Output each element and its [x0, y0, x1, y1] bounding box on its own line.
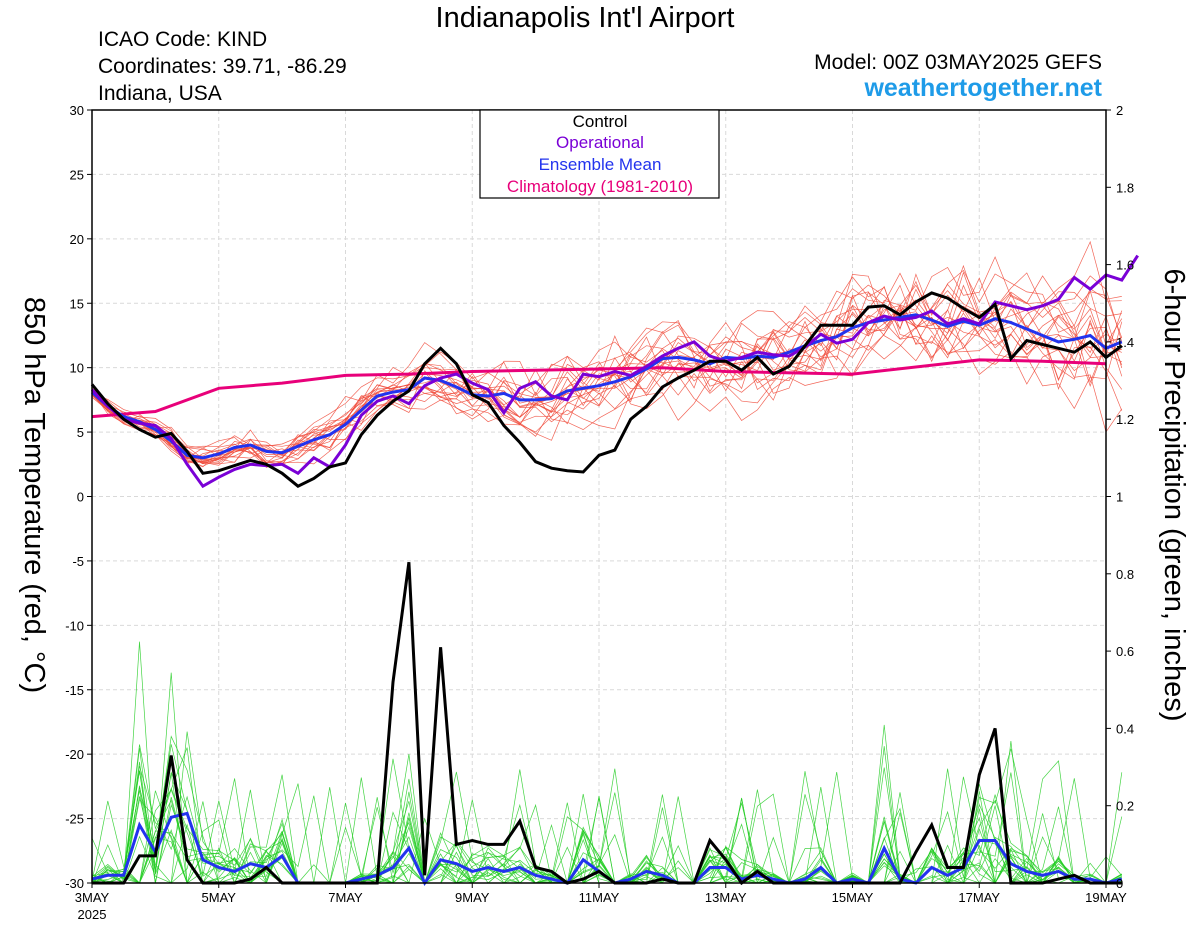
precip-member-line [91, 789, 1122, 884]
legend-control: Control [573, 112, 628, 131]
y-left-tick-label: 10 [70, 361, 84, 376]
y-left-label: 850 hPa Temperature (red, °C) [18, 297, 50, 693]
coordinates: Coordinates: 39.71, -86.29 [98, 55, 347, 78]
y-right-tick-label: 0.8 [1116, 567, 1134, 582]
temp-member-line [91, 284, 1122, 464]
y-left-tick-label: -10 [65, 618, 84, 633]
y-left-tick-label: 0 [77, 490, 84, 505]
y-right-tick-label: 0.6 [1116, 644, 1134, 659]
legend-operational: Operational [556, 133, 644, 152]
temp-control-line [90, 291, 1123, 488]
axes: 302520151050-5-10-15-20-25-3021.81.61.41… [65, 103, 1134, 905]
y-right-tick-label: 1.4 [1116, 335, 1134, 350]
x-tick-label: 19MAY [1085, 890, 1127, 905]
climatology-line [91, 358, 1107, 419]
precip-member-line [91, 672, 1122, 885]
temp-members [91, 240, 1123, 468]
legend: Control Operational Ensemble Mean Climat… [479, 109, 720, 199]
y-left-tick-label: 25 [70, 167, 84, 182]
y-right-label: 6-hour Precipitation (green, inches) [1158, 269, 1190, 722]
model-run: Model: 00Z 03MAY2025 GEFS [814, 51, 1102, 74]
x-tick-label: 9MAY [455, 890, 490, 905]
legend-box [479, 109, 720, 199]
precip-member-line [91, 792, 1122, 884]
y-left-tick-label: 15 [70, 296, 84, 311]
x-tick-label: 5MAY [202, 890, 237, 905]
main-series [90, 254, 1139, 887]
y-left-tick-label: -15 [65, 683, 84, 698]
precip-member-line [91, 760, 1122, 885]
x-tick-label: 11MAY [579, 890, 620, 905]
y-right-tick-label: 1 [1116, 490, 1123, 505]
x-tick-label: 15MAY [832, 890, 874, 905]
y-left-tick-label: -5 [72, 554, 84, 569]
y-right-tick-label: 0 [1116, 876, 1123, 891]
site-link[interactable]: weathertogether.net [864, 74, 1102, 102]
y-right-tick-label: 0.2 [1116, 799, 1134, 814]
precip-member-line [91, 789, 1122, 884]
y-left-tick-label: -30 [65, 876, 84, 891]
temp-member-line [91, 275, 1122, 457]
y-left-tick-label: -20 [65, 747, 84, 762]
legend-climatology: Climatology (1981-2010) [507, 177, 693, 196]
legend-ensemble-mean: Ensemble Mean [539, 155, 662, 174]
y-right-tick-label: 2 [1116, 103, 1123, 118]
x-tick-label: 3MAY [75, 890, 110, 905]
y-right-tick-label: 1.2 [1116, 412, 1134, 427]
y-left-tick-label: 20 [70, 232, 84, 247]
temp-member-line [91, 240, 1122, 459]
y-left-tick-label: 30 [70, 103, 84, 118]
precip-control-line [92, 562, 1122, 886]
temp-member-line [91, 264, 1122, 467]
temp-ensemble-mean-line [90, 313, 1123, 460]
y-left-tick-label: 5 [77, 425, 84, 440]
x-year-label: 2025 [78, 907, 107, 922]
temp-member-line [91, 271, 1123, 464]
x-tick-label: 13MAY [705, 890, 747, 905]
icao-code: ICAO Code: KIND [98, 28, 268, 51]
y-right-tick-label: 1.6 [1116, 258, 1134, 273]
precip-member-line [91, 641, 1122, 885]
x-tick-label: 17MAY [958, 890, 1000, 905]
region: Indiana, USA [98, 82, 222, 105]
y-right-tick-label: 0.4 [1116, 721, 1134, 736]
gridlines [92, 109, 1106, 884]
temp-member-line [91, 305, 1123, 465]
temp-member-line [91, 288, 1123, 454]
y-left-tick-label: -25 [65, 812, 84, 827]
precip-member-line [91, 771, 1122, 885]
x-tick-label: 7MAY [328, 890, 363, 905]
temp-member-line [91, 277, 1123, 454]
page-title: Indianapolis Int'l Airport [435, 2, 735, 34]
y-right-tick-label: 1.8 [1116, 180, 1134, 195]
